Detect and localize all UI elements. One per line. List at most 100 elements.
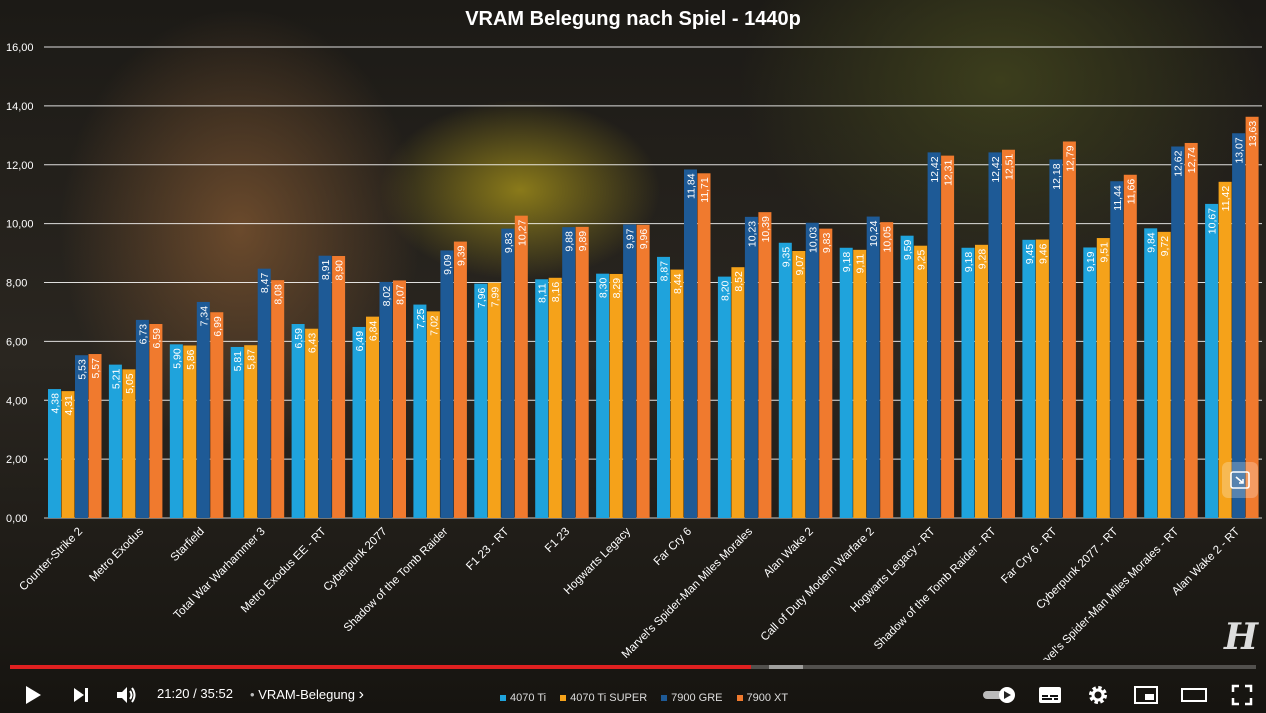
data-label: 9,28 (977, 249, 989, 270)
data-label: 5,87 (246, 349, 258, 370)
bar (988, 152, 1002, 519)
bar (1110, 181, 1124, 519)
category-label: Starfield (169, 526, 207, 564)
data-label: 9,18 (963, 252, 975, 273)
data-label: 12,42 (929, 156, 941, 182)
data-label: 10,24 (868, 220, 880, 246)
data-label: 12,79 (1064, 145, 1076, 171)
data-label: 4,38 (50, 393, 62, 414)
data-label: 9,35 (780, 247, 792, 268)
data-label: 6,73 (137, 324, 149, 345)
bar (440, 250, 454, 518)
data-label: 12,42 (990, 156, 1002, 182)
chapter-chevron: › (358, 686, 364, 703)
bar (670, 269, 684, 518)
bar (426, 311, 440, 518)
settings-button[interactable] (1084, 680, 1112, 710)
bar (623, 224, 637, 518)
data-label: 9,07 (794, 255, 806, 276)
data-label: 9,09 (442, 254, 454, 275)
miniplayer-button[interactable] (1132, 680, 1160, 710)
theater-mode-button[interactable] (1180, 680, 1208, 710)
category-label: Call of Duty Modern Warfare 2 (759, 526, 877, 644)
category-label: Counter-Strike 2 (17, 526, 85, 594)
y-tick-label: 2,00 (6, 454, 27, 466)
bar (305, 328, 319, 518)
y-tick-label: 6,00 (6, 336, 27, 348)
volume-button[interactable] (114, 680, 140, 710)
data-label: 11,66 (1125, 179, 1137, 205)
category-label: Far Cry 6 - RT (999, 526, 1059, 586)
miniplayer-icon (1134, 686, 1158, 704)
bar (866, 216, 880, 518)
time-total: 35:52 (200, 686, 233, 701)
data-label: 12,18 (1051, 163, 1063, 189)
bar (792, 251, 806, 518)
category-label: Metro Exodus (87, 525, 146, 584)
bar (244, 345, 258, 518)
miniplayer-expand-button[interactable] (1222, 462, 1258, 498)
time-current: 21:20 (157, 686, 190, 701)
bar (758, 212, 772, 518)
bar (61, 391, 75, 518)
data-label: 9,46 (1037, 243, 1049, 264)
data-label: 8,08 (273, 284, 285, 305)
data-label: 8,02 (381, 286, 393, 307)
category-label: Alan Wake 2 (762, 526, 816, 580)
y-tick-label: 16,00 (6, 42, 34, 54)
fullscreen-button[interactable] (1228, 680, 1256, 710)
data-label: 6,49 (354, 331, 366, 352)
theater-icon (1181, 688, 1207, 702)
bar (75, 355, 88, 518)
progress-bar[interactable] (10, 665, 1256, 669)
data-label: 6,99 (212, 316, 224, 337)
subtitles-button[interactable] (1036, 680, 1064, 710)
data-label: 10,39 (760, 216, 772, 242)
y-tick-label: 14,00 (6, 101, 34, 113)
time-display: 21:20 / 35:52 (157, 686, 233, 701)
data-label: 9,45 (1024, 244, 1036, 265)
legend-label: 7900 XT (746, 692, 789, 704)
category-label: Cyberpunk 2077 (321, 526, 389, 594)
data-label: 5,57 (90, 358, 102, 379)
y-tick-label: 12,00 (6, 160, 34, 172)
bar (514, 215, 528, 518)
data-label: 6,43 (307, 333, 319, 354)
data-label: 10,05 (882, 226, 894, 252)
bar (596, 273, 610, 518)
data-label: 5,21 (110, 368, 122, 389)
bar (318, 255, 332, 519)
data-label: 9,19 (1085, 251, 1097, 272)
play-button[interactable] (20, 680, 46, 710)
data-label: 8,07 (395, 284, 407, 305)
bar (697, 173, 711, 519)
category-label: Alan Wake 2 - RT (1170, 526, 1242, 598)
expand-icon (1230, 471, 1250, 489)
channel-logo: H (1224, 616, 1259, 658)
autoplay-toggle[interactable] (982, 680, 1018, 710)
bar-chart: 0,00 2,00 4,00 6,00 8,00 10,00 12,00 14,00 16,00… (6, 42, 1262, 660)
data-label: 9,39 (455, 245, 467, 266)
volume-icon (117, 687, 136, 703)
legend-label: 4070 Ti SUPER (570, 692, 648, 704)
bar (853, 249, 867, 518)
data-label: 8,91 (320, 260, 332, 281)
data-label: 7,02 (428, 315, 440, 336)
category-label: Shadow of the Tomb Raider - RT (872, 526, 999, 653)
data-label: 12,62 (1173, 150, 1185, 176)
next-button[interactable] (68, 680, 94, 710)
data-label: 4,31 (63, 395, 75, 416)
category-label: Shadow of the Tomb Raider (342, 526, 451, 635)
legend-swatch (736, 695, 743, 701)
data-label: 12,31 (943, 159, 955, 185)
legend-item-7900xt: 7900 XT (736, 692, 789, 704)
y-tick-label: 4,00 (6, 395, 27, 407)
category-label: Marvel's Spider-Man Miles Morales (620, 525, 755, 660)
data-label: 13,63 (1247, 121, 1259, 147)
legend-label: 7900 GRE (671, 692, 723, 704)
chapter-button[interactable]: • VRAM-Belegung › (250, 686, 364, 703)
bar (257, 268, 271, 518)
next-icon (74, 688, 88, 702)
data-label: 9,97 (625, 228, 637, 249)
